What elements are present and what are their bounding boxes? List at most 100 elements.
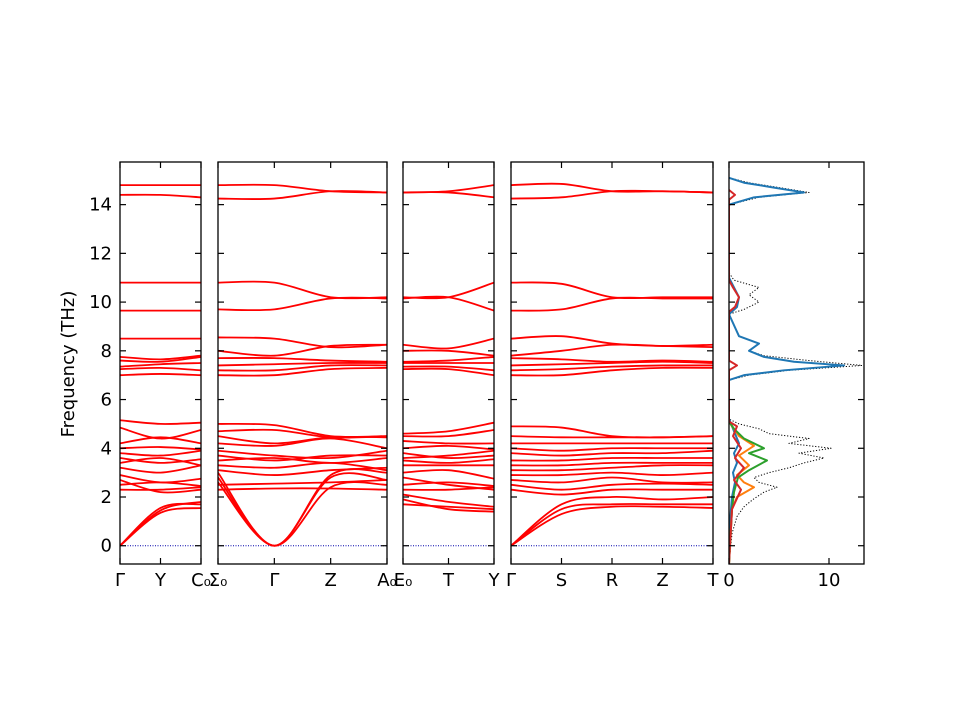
dos-series-2 xyxy=(729,176,845,564)
band-line xyxy=(403,184,494,194)
band-line xyxy=(403,469,494,480)
dos-x-tick-label: 0 xyxy=(723,570,734,591)
band-line xyxy=(218,280,387,300)
band-line xyxy=(218,336,387,349)
band-line xyxy=(120,457,201,464)
band-line xyxy=(403,421,494,435)
band-line xyxy=(403,481,494,487)
band-line xyxy=(511,449,713,457)
band-line xyxy=(120,419,201,425)
band-line xyxy=(403,444,494,451)
band-line xyxy=(120,507,201,547)
band-line xyxy=(403,349,494,357)
band-line xyxy=(120,373,201,377)
panel-frame xyxy=(402,161,495,565)
band-line xyxy=(511,471,713,477)
band-line xyxy=(120,449,201,457)
band-line xyxy=(218,362,387,367)
band-line xyxy=(511,364,713,372)
band-line xyxy=(403,476,494,491)
band-line xyxy=(120,457,201,467)
band-line xyxy=(511,360,713,367)
y-tick-label: 6 xyxy=(101,390,112,411)
band-line xyxy=(120,193,201,199)
band-line xyxy=(403,356,494,363)
plot-area xyxy=(120,184,201,547)
plot-area xyxy=(729,176,863,564)
band-line xyxy=(218,479,387,486)
kpoint-label: Z xyxy=(324,570,336,591)
kpoint-label: Z xyxy=(656,570,668,591)
kpoint-label: Y xyxy=(488,570,501,591)
band-line xyxy=(511,482,713,491)
panel-frame xyxy=(728,161,865,565)
kpoint-label: T xyxy=(707,570,720,591)
band-line xyxy=(403,337,494,350)
band-line xyxy=(218,357,387,363)
band-line xyxy=(511,476,713,484)
band-line xyxy=(511,495,713,547)
y-tick-label: 2 xyxy=(101,487,112,508)
band-line xyxy=(218,364,387,372)
y-tick-label: 14 xyxy=(89,195,112,216)
panel-3: E₀ T Y xyxy=(394,161,501,591)
kpoint-label: R xyxy=(606,570,619,591)
kpoint-label: Γ xyxy=(506,570,516,591)
band-line xyxy=(511,505,713,547)
band-line xyxy=(218,461,387,472)
band-line xyxy=(120,362,201,368)
plot-area xyxy=(511,182,713,547)
band-line xyxy=(511,335,713,347)
band-line xyxy=(511,461,713,467)
band-line xyxy=(511,357,713,363)
band-line xyxy=(511,503,713,547)
band-line xyxy=(511,425,713,439)
band-line xyxy=(218,487,387,491)
band-line xyxy=(403,365,494,372)
band-line xyxy=(120,479,201,494)
band-line xyxy=(403,367,494,377)
kpoint-label: T xyxy=(442,570,455,591)
y-axis-title: Frequency (THz) xyxy=(58,291,79,438)
panel-frame xyxy=(119,161,202,565)
y-tick-label: 10 xyxy=(89,292,112,313)
band-line xyxy=(511,447,713,452)
band-line xyxy=(218,296,387,312)
band-line xyxy=(403,493,494,508)
panel-frame xyxy=(510,161,714,565)
kpoint-label: Σ₀ xyxy=(209,570,228,591)
band-line xyxy=(403,452,494,459)
band-line xyxy=(403,498,494,513)
band-line xyxy=(403,458,494,464)
band-line xyxy=(218,366,387,377)
band-line xyxy=(403,449,494,459)
y-tick-label: 0 xyxy=(101,536,112,557)
band-line xyxy=(511,456,713,462)
kpoint-label: S xyxy=(556,570,567,591)
kpoint-label: Γ xyxy=(269,570,279,591)
band-line xyxy=(120,426,201,440)
band-line xyxy=(120,474,201,484)
dos-series-4 xyxy=(729,420,768,564)
dos-series-5 xyxy=(729,189,745,564)
band-line xyxy=(218,466,387,476)
band-line xyxy=(218,449,387,460)
plot-area xyxy=(218,183,387,547)
y-tick-label: 12 xyxy=(89,243,112,264)
kpoint-label: Y xyxy=(154,570,167,591)
band-line xyxy=(218,343,387,357)
band-line xyxy=(120,464,201,474)
panel-frame xyxy=(217,161,388,565)
dos-x-tick-label: 10 xyxy=(818,570,841,591)
band-line xyxy=(403,440,494,445)
kpoint-label: A₀ xyxy=(377,570,397,591)
y-tick-label: 4 xyxy=(101,438,112,459)
kpoint-label: E₀ xyxy=(394,570,413,591)
band-line xyxy=(403,429,494,438)
band-line xyxy=(511,296,713,312)
panel-2: Σ₀ Γ Z A₀ xyxy=(209,161,397,591)
band-line xyxy=(511,281,713,300)
kpoint-label: C₀ xyxy=(191,570,211,591)
